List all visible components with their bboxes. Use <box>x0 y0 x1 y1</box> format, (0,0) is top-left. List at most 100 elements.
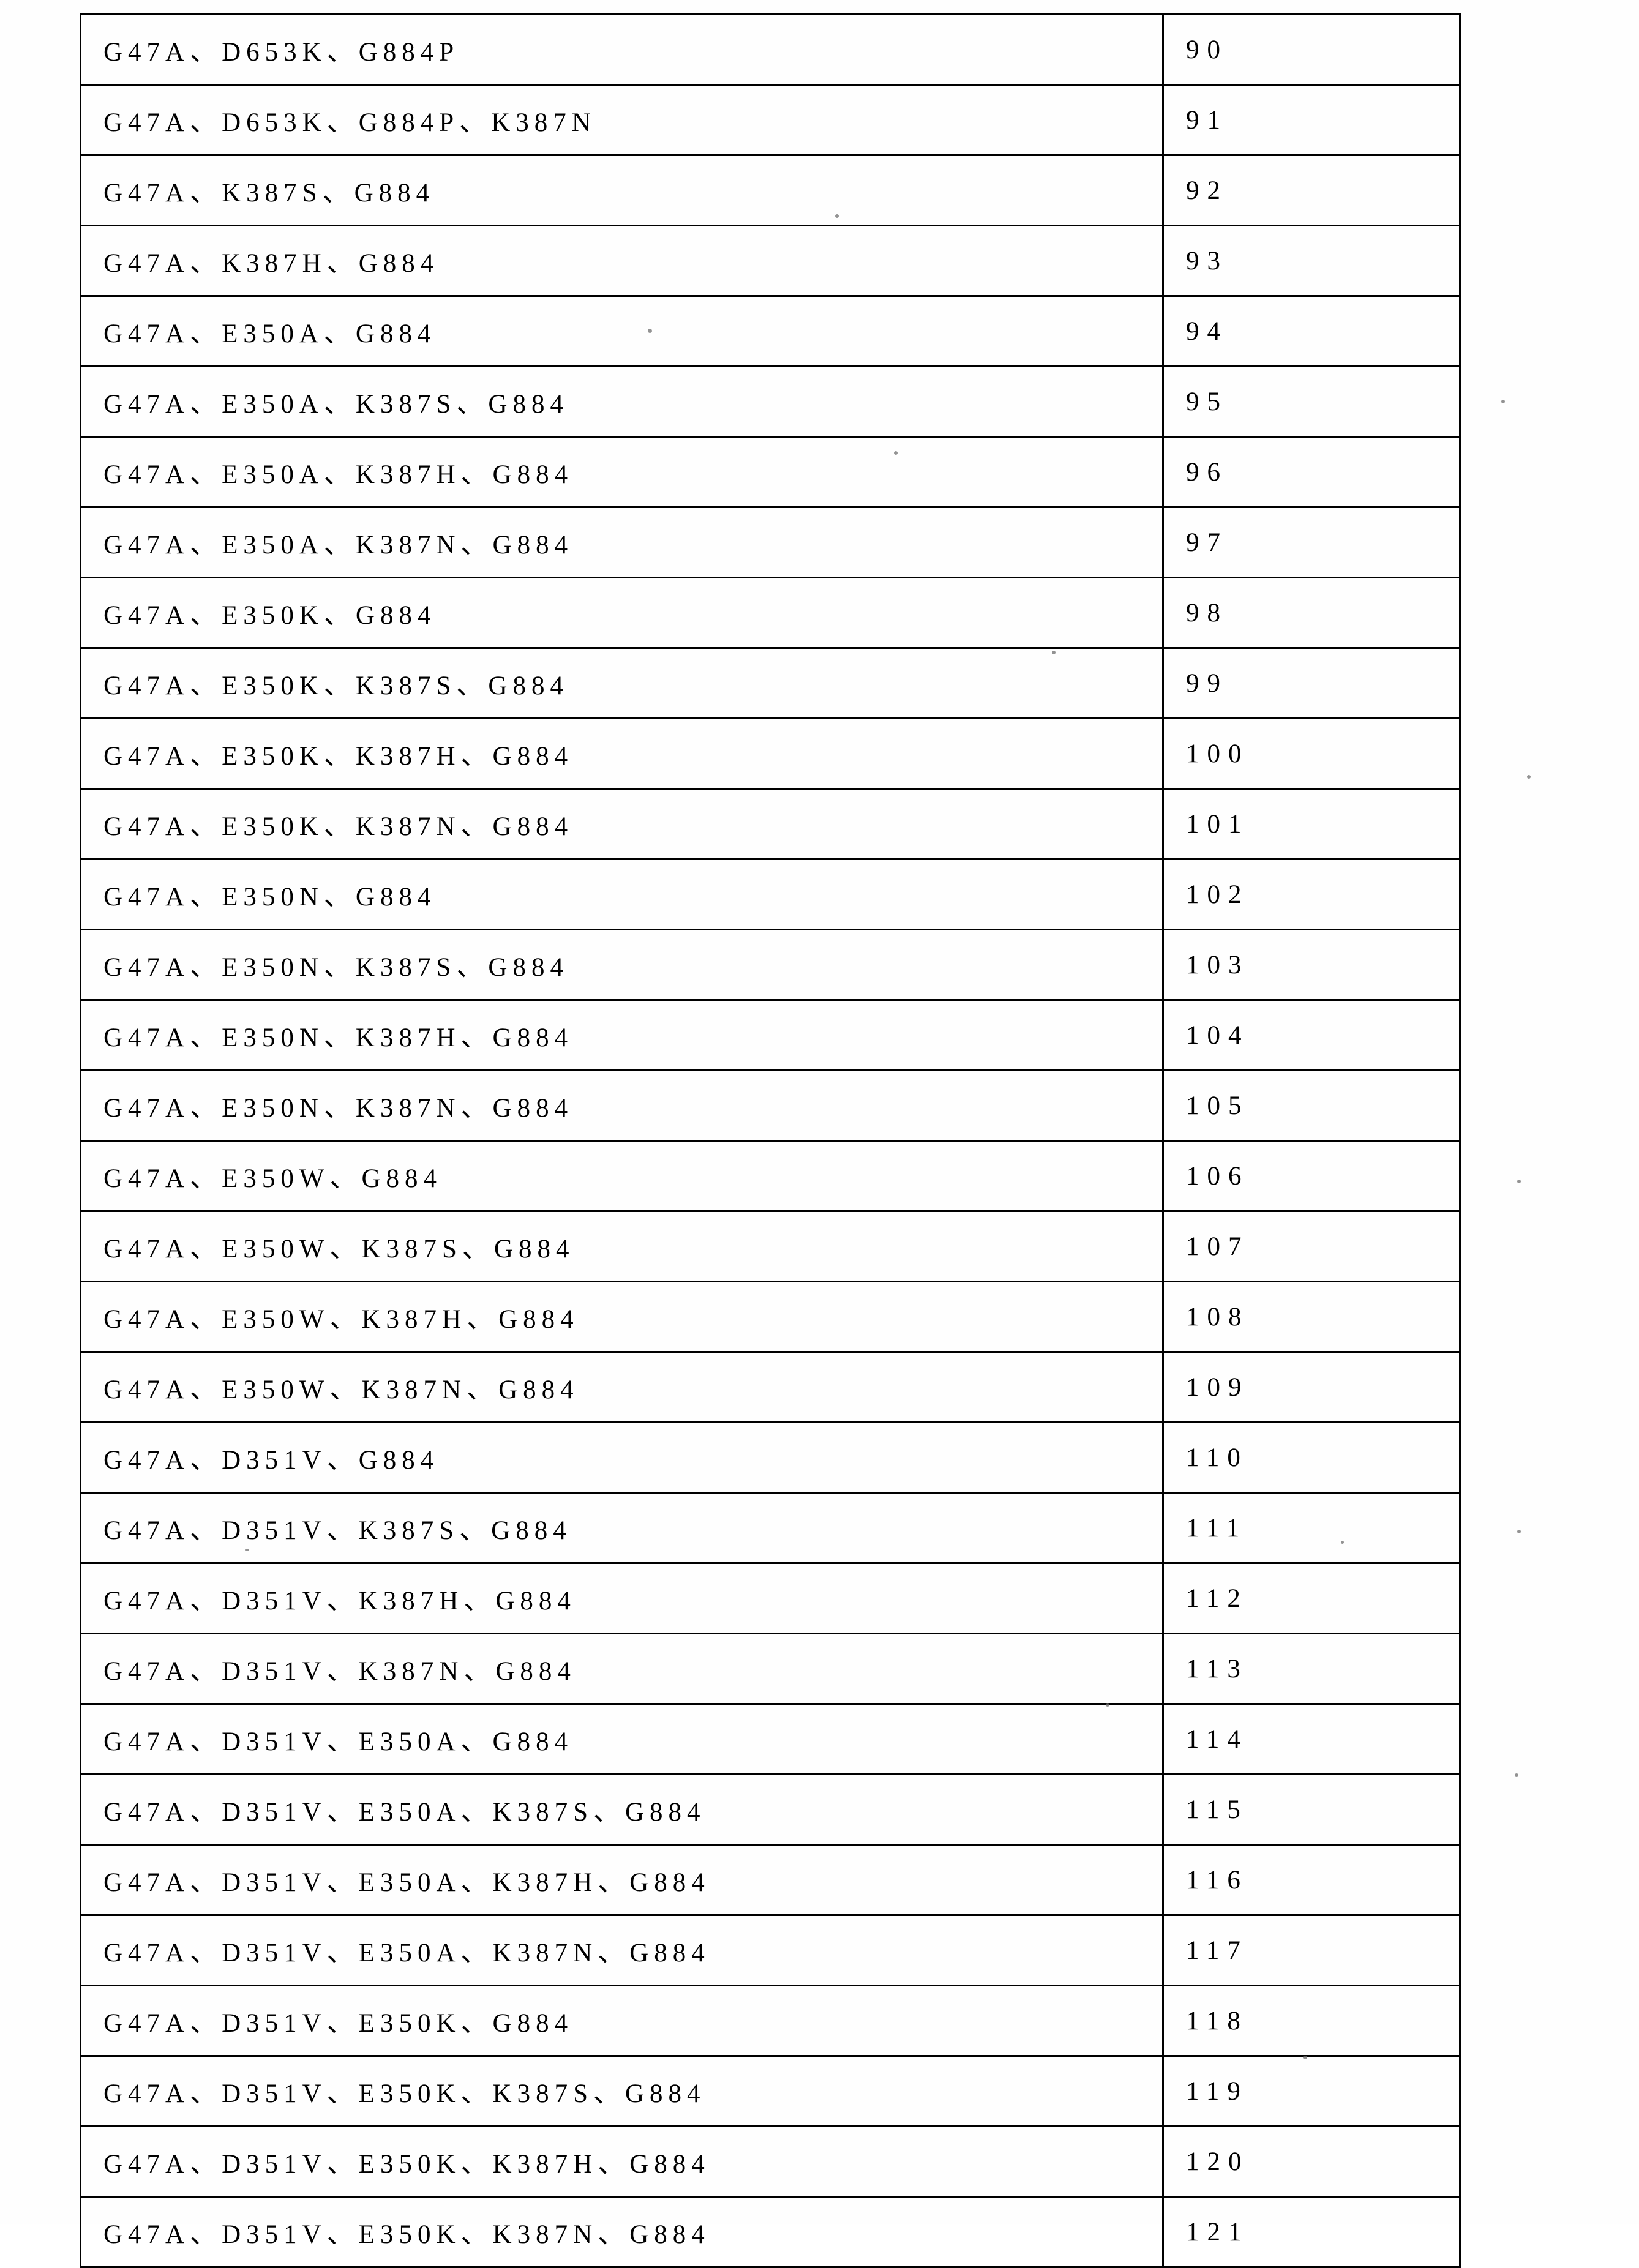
sequence-number-cell: 99 <box>1163 648 1460 719</box>
sequence-number-cell: 94 <box>1163 296 1460 367</box>
table-row: G47A、E350W、K387N、G884109 <box>81 1352 1460 1423</box>
table-row: G47A、E350A、K387N、G88497 <box>81 507 1460 578</box>
scan-speck <box>1052 651 1056 654</box>
document-page: G47A、D653K、G884P90G47A、D653K、G884P、K387N… <box>0 0 1639 2224</box>
mutation-combination-cell: G47A、E350K、G884 <box>81 578 1163 648</box>
sequence-number-cell: 121 <box>1163 2197 1460 2267</box>
mutation-combination-cell: G47A、E350A、K387N、G884 <box>81 507 1163 578</box>
table-row: G47A、D351V、K387N、G884113 <box>81 1634 1460 1704</box>
mutation-combination-cell: G47A、D351V、E350K、K387N、G884 <box>81 2197 1163 2267</box>
sequence-number-cell: 120 <box>1163 2127 1460 2197</box>
sequence-number-cell: 116 <box>1163 1845 1460 1915</box>
mutation-combination-cell: G47A、E350W、K387H、G884 <box>81 1282 1163 1352</box>
mutation-combination-cell: G47A、E350N、K387H、G884 <box>81 1000 1163 1071</box>
sequence-number-cell: 119 <box>1163 2056 1460 2127</box>
sequence-number-cell: 114 <box>1163 1704 1460 1775</box>
sequence-number-cell: 97 <box>1163 507 1460 578</box>
sequence-number-cell: 102 <box>1163 859 1460 930</box>
mutation-combination-cell: G47A、D351V、K387H、G884 <box>81 1563 1163 1634</box>
table-row: G47A、K387H、G88493 <box>81 226 1460 296</box>
sequence-number-cell: 92 <box>1163 155 1460 226</box>
mutation-combination-cell: G47A、K387H、G884 <box>81 226 1163 296</box>
mutation-combination-cell: G47A、E350W、K387N、G884 <box>81 1352 1163 1423</box>
mutation-combination-cell: G47A、D351V、E350A、K387N、G884 <box>81 1915 1163 1986</box>
scan-speck <box>1341 1541 1344 1544</box>
table-row: G47A、E350N、K387H、G884104 <box>81 1000 1460 1071</box>
table-row: G47A、E350N、G884102 <box>81 859 1460 930</box>
mutation-combination-cell: G47A、E350N、K387N、G884 <box>81 1071 1163 1141</box>
mutation-combination-cell: G47A、E350W、K387S、G884 <box>81 1211 1163 1282</box>
table-row: G47A、D653K、G884P、K387N91 <box>81 85 1460 155</box>
scan-speck <box>835 214 839 218</box>
table-row: G47A、E350K、K387S、G88499 <box>81 648 1460 719</box>
sequence-number-cell: 98 <box>1163 578 1460 648</box>
mutation-combination-cell: G47A、D351V、E350K、K387S、G884 <box>81 2056 1163 2127</box>
table-row: G47A、D351V、E350A、K387H、G884116 <box>81 1845 1460 1915</box>
sequence-number-cell: 115 <box>1163 1775 1460 1845</box>
table-row: G47A、D351V、G884110 <box>81 1423 1460 1493</box>
table-row: G47A、E350A、K387S、G88495 <box>81 367 1460 437</box>
mutation-combination-cell: G47A、E350N、K387S、G884 <box>81 930 1163 1000</box>
sequence-number-cell: 100 <box>1163 719 1460 789</box>
scan-speck <box>1517 1530 1521 1533</box>
scan-speck <box>245 1549 249 1551</box>
scan-speck <box>1527 775 1531 779</box>
table-row: G47A、D351V、E350K、K387H、G884120 <box>81 2127 1460 2197</box>
sequence-number-cell: 103 <box>1163 930 1460 1000</box>
table-row: G47A、E350W、K387S、G884107 <box>81 1211 1460 1282</box>
table-row: G47A、D351V、K387H、G884112 <box>81 1563 1460 1634</box>
sequence-number-cell: 101 <box>1163 789 1460 859</box>
table-row: G47A、D351V、E350A、G884114 <box>81 1704 1460 1775</box>
mutation-combination-cell: G47A、D653K、G884P <box>81 15 1163 85</box>
mutation-combination-cell: G47A、D653K、G884P、K387N <box>81 85 1163 155</box>
sequence-number-cell: 95 <box>1163 367 1460 437</box>
sequence-number-cell: 91 <box>1163 85 1460 155</box>
sequence-number-cell: 109 <box>1163 1352 1460 1423</box>
mutation-combination-cell: G47A、E350A、K387H、G884 <box>81 437 1163 507</box>
sequence-number-cell: 96 <box>1163 437 1460 507</box>
table-row: G47A、E350K、K387N、G884101 <box>81 789 1460 859</box>
mutation-combination-cell: G47A、D351V、K387N、G884 <box>81 1634 1163 1704</box>
mutation-combination-cell: G47A、K387S、G884 <box>81 155 1163 226</box>
mutation-combination-cell: G47A、D351V、E350K、G884 <box>81 1986 1163 2056</box>
mutation-combination-cell: G47A、E350A、G884 <box>81 296 1163 367</box>
mutation-combination-cell: G47A、D351V、E350A、G884 <box>81 1704 1163 1775</box>
scan-speck <box>1501 400 1505 403</box>
sequence-number-cell: 106 <box>1163 1141 1460 1211</box>
mutation-combination-cell: G47A、E350K、K387S、G884 <box>81 648 1163 719</box>
table-row: G47A、D351V、E350A、K387S、G884115 <box>81 1775 1460 1845</box>
scan-speck <box>1517 1180 1521 1183</box>
table-row: G47A、D653K、G884P90 <box>81 15 1460 85</box>
sequence-number-cell: 118 <box>1163 1986 1460 2056</box>
table-row: G47A、D351V、K387S、G884111 <box>81 1493 1460 1563</box>
table-row: G47A、E350K、G88498 <box>81 578 1460 648</box>
scan-speck <box>1515 1773 1518 1777</box>
mutation-combination-cell: G47A、D351V、G884 <box>81 1423 1163 1493</box>
table-row: G47A、E350A、G88494 <box>81 296 1460 367</box>
sequence-number-cell: 113 <box>1163 1634 1460 1704</box>
table-row: G47A、E350N、K387N、G884105 <box>81 1071 1460 1141</box>
table-row: G47A、E350W、G884106 <box>81 1141 1460 1211</box>
table-row: G47A、E350K、K387H、G884100 <box>81 719 1460 789</box>
scan-speck <box>894 451 898 455</box>
table-row: G47A、K387S、G88492 <box>81 155 1460 226</box>
mutation-combination-cell: G47A、D351V、E350A、K387S、G884 <box>81 1775 1163 1845</box>
table-row: G47A、D351V、E350K、K387N、G884121 <box>81 2197 1460 2267</box>
scan-speck <box>1106 1703 1109 1707</box>
sequence-number-cell: 104 <box>1163 1000 1460 1071</box>
scan-speck <box>648 329 652 333</box>
table-row: G47A、D351V、E350A、K387N、G884117 <box>81 1915 1460 1986</box>
mutation-combination-cell: G47A、E350K、K387N、G884 <box>81 789 1163 859</box>
mutation-combination-cell: G47A、E350K、K387H、G884 <box>81 719 1163 789</box>
table-row: G47A、D351V、E350K、K387S、G884119 <box>81 2056 1460 2127</box>
table-body: G47A、D653K、G884P90G47A、D653K、G884P、K387N… <box>81 15 1460 2267</box>
sequence-number-cell: 105 <box>1163 1071 1460 1141</box>
table-row: G47A、E350A、K387H、G88496 <box>81 437 1460 507</box>
mutation-combination-cell: G47A、E350A、K387S、G884 <box>81 367 1163 437</box>
mutation-combination-cell: G47A、D351V、E350A、K387H、G884 <box>81 1845 1163 1915</box>
mutation-combination-cell: G47A、D351V、E350K、K387H、G884 <box>81 2127 1163 2197</box>
mutation-combination-cell: G47A、E350W、G884 <box>81 1141 1163 1211</box>
table-row: G47A、D351V、E350K、G884118 <box>81 1986 1460 2056</box>
sequence-number-cell: 111 <box>1163 1493 1460 1563</box>
mutation-combination-cell: G47A、E350N、G884 <box>81 859 1163 930</box>
